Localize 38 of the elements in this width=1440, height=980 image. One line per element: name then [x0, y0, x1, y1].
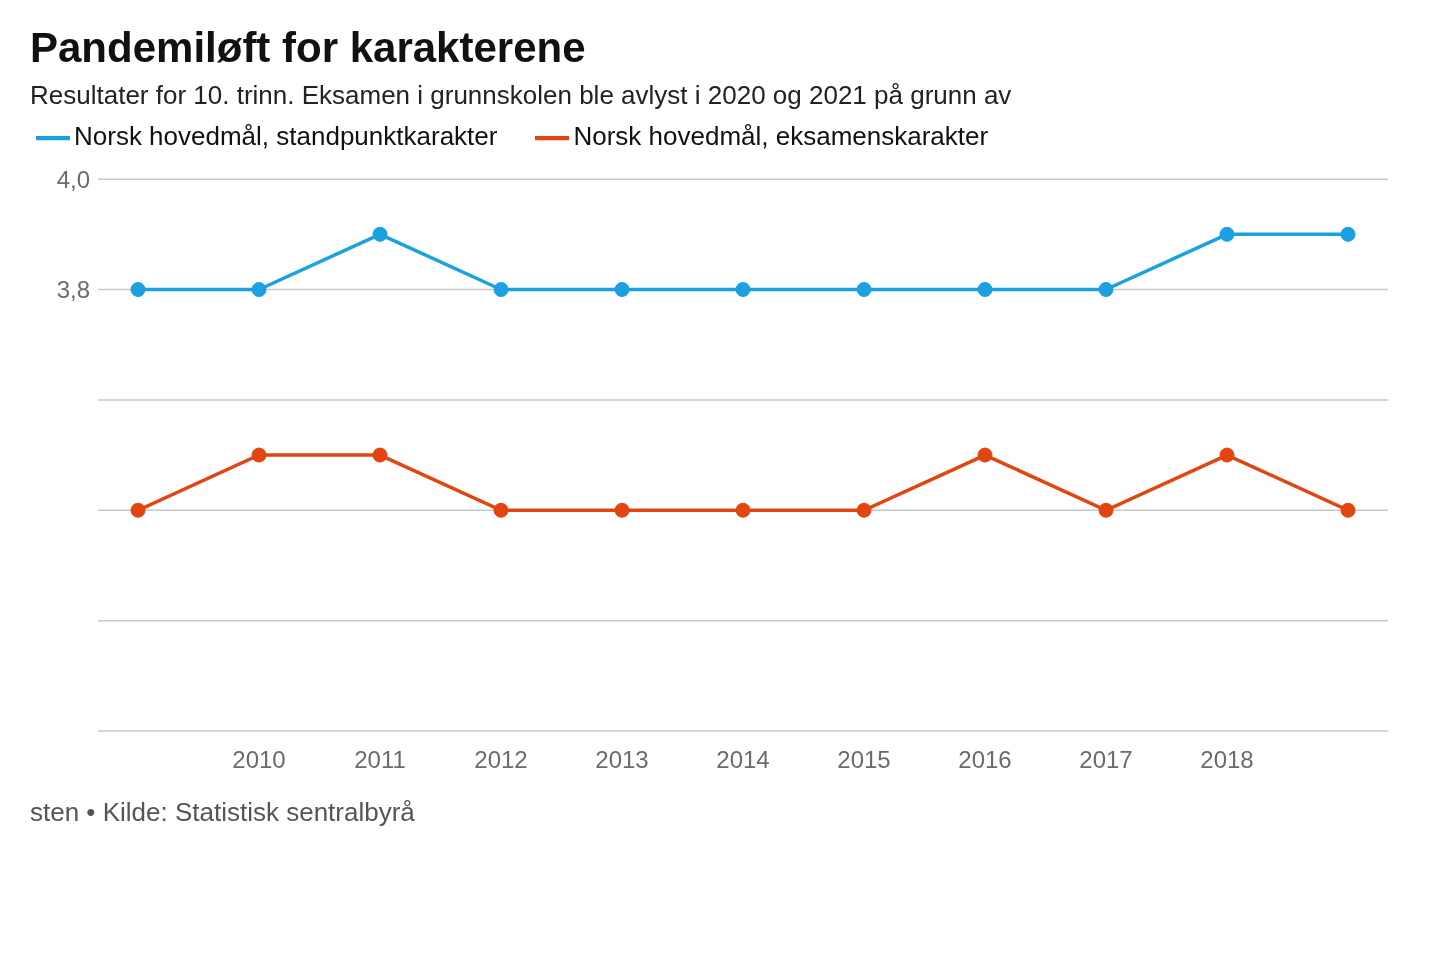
point: [130, 282, 146, 297]
point: [977, 447, 993, 463]
x-tick-label: 2018: [1200, 746, 1254, 774]
point: [251, 447, 267, 463]
point: [735, 502, 751, 518]
point: [1098, 502, 1114, 518]
point: [130, 502, 146, 518]
point: [735, 282, 751, 297]
point: [493, 282, 509, 297]
point: [372, 447, 388, 463]
point: [1098, 282, 1114, 297]
y-tick-label: 3,8: [56, 276, 90, 304]
chart-title: Pandemiløft for karakterene: [30, 24, 587, 72]
x-tick-label: 2017: [1079, 746, 1133, 774]
chart-subtitle: Resultater for 10. trinn. Eksamen i grunnskolen ble avlyst i 2020 og 2021 på grunn av: [30, 80, 1013, 111]
x-tick-label: 2014: [716, 746, 770, 774]
x-tick-label: 2010: [232, 746, 286, 774]
legend-label: Norsk hovedmål, standpunktkarakter: [74, 121, 498, 151]
point: [372, 226, 388, 242]
point: [1219, 447, 1235, 463]
point: [1340, 226, 1356, 242]
legend-label: Norsk hovedmål, eksamenskarakter: [573, 121, 989, 151]
point: [856, 282, 872, 297]
point: [614, 282, 630, 297]
x-tick-label: 2016: [958, 746, 1012, 774]
x-tick-label: 2011: [354, 746, 406, 774]
x-tick-label: 2013: [595, 746, 649, 774]
point: [493, 502, 509, 518]
x-tick-label: 2015: [837, 746, 891, 774]
point: [1219, 226, 1235, 242]
point: [977, 282, 993, 297]
y-tick-label: 4,0: [56, 165, 90, 193]
point: [251, 282, 267, 297]
point: [614, 502, 630, 518]
x-tick-label: 2012: [474, 746, 528, 774]
point: [1340, 502, 1356, 518]
text: sten • Kilde: Statistisk sentralbyrå: [30, 797, 416, 828]
point: [856, 502, 872, 518]
